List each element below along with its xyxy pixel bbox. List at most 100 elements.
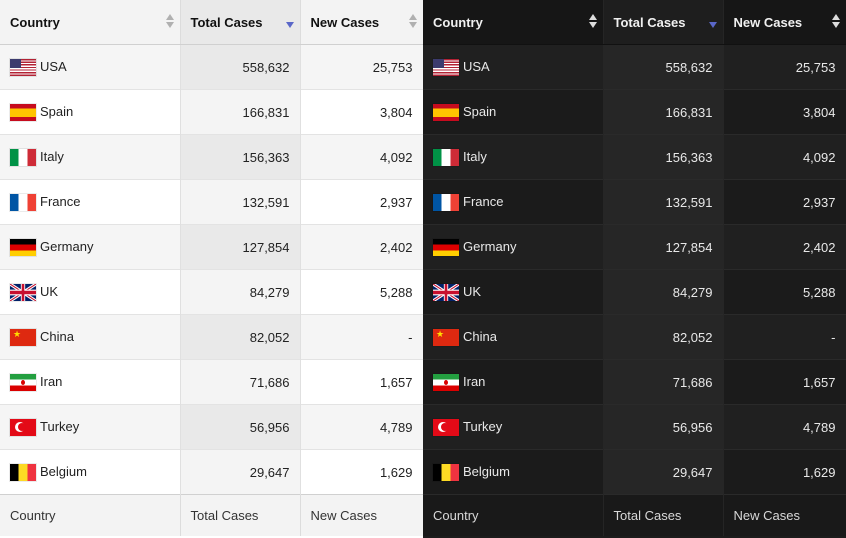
total-cases-cell: 132,591	[180, 179, 301, 225]
table-row[interactable]: Turkey 56,956 4,789	[0, 404, 424, 450]
footer-country: Country	[0, 494, 181, 536]
table-header: Country Total Cases New Cases	[0, 0, 424, 45]
country-cell: China	[0, 314, 181, 360]
new-cases-cell: 4,092	[723, 134, 846, 180]
country-cell: Spain	[423, 89, 604, 135]
table-row[interactable]: China 82,052-	[423, 314, 846, 360]
country-cell: Belgium	[0, 449, 181, 495]
total-cases-cell: 84,279	[180, 269, 301, 315]
new-cases-column-header[interactable]: New Cases	[723, 0, 846, 45]
sort-descending-icon[interactable]	[708, 14, 717, 30]
table-row[interactable]: Iran 71,686 1,657	[0, 359, 424, 405]
country-name: UK	[463, 284, 482, 300]
total-cases-cell: 558,632	[603, 44, 724, 90]
total-cases-cell: 82,052	[180, 314, 301, 360]
data-table: Country Total Cases New Cases USA 558,632…	[0, 0, 424, 536]
table-row[interactable]: Spain 166,831 3,804	[423, 89, 846, 135]
column-header-label: Country	[433, 14, 483, 30]
sort-arrows-icon[interactable]	[408, 14, 417, 30]
table-row[interactable]: UK 84,279 5,288	[423, 269, 846, 315]
country-cell: Italy	[0, 134, 181, 180]
country-name: USA	[40, 59, 67, 75]
table-footer: Country Total Cases New Cases	[423, 494, 846, 536]
table-row[interactable]: USA 558,632 25,753	[0, 44, 424, 90]
country-name: China	[463, 329, 497, 345]
country-name: UK	[40, 284, 59, 300]
country-cell: France	[423, 179, 604, 225]
total-cases-cell: 29,647	[180, 449, 301, 495]
total-cases-cell: 166,831	[603, 89, 724, 135]
country-cell: UK	[423, 269, 604, 315]
table-row[interactable]: China 82,052-	[0, 314, 424, 360]
country-name: Turkey	[463, 419, 503, 435]
country-cell: Iran	[423, 359, 604, 405]
table-row[interactable]: UK 84,279 5,288	[0, 269, 424, 315]
china-flag-icon	[10, 328, 36, 346]
sort-arrows-icon[interactable]	[165, 14, 174, 30]
new-cases-cell: 1,629	[300, 449, 424, 495]
total-cases-cell: 29,647	[603, 449, 724, 495]
belgium-flag-icon	[10, 463, 36, 481]
column-header-label: New Cases	[733, 14, 803, 30]
sort-arrows-icon[interactable]	[588, 14, 597, 30]
total-cases-cell: 156,363	[180, 134, 301, 180]
sort-arrows-icon[interactable]	[831, 14, 840, 30]
italy-flag-icon	[10, 148, 36, 166]
new-cases-cell: 2,402	[723, 224, 846, 270]
total-cases-cell: 127,854	[603, 224, 724, 270]
table-row[interactable]: Germany 127,854 2,402	[423, 224, 846, 270]
table-row[interactable]: France 132,591 2,937	[0, 179, 424, 225]
new-cases-column-header[interactable]: New Cases	[300, 0, 424, 45]
country-column-header[interactable]: Country	[423, 0, 604, 45]
country-name: Belgium	[463, 464, 510, 480]
country-cell: Turkey	[423, 404, 604, 450]
new-cases-cell: 4,789	[723, 404, 846, 450]
new-cases-cell: 1,629	[723, 449, 846, 495]
footer-new-cases: New Cases	[300, 494, 424, 536]
new-cases-cell: -	[723, 314, 846, 360]
table-row[interactable]: Turkey 56,956 4,789	[423, 404, 846, 450]
total-cases-column-header[interactable]: Total Cases	[180, 0, 301, 45]
column-header-label: Total Cases	[190, 14, 263, 30]
table-row[interactable]: Spain 166,831 3,804	[0, 89, 424, 135]
country-name: Turkey	[40, 419, 80, 435]
new-cases-cell: 1,657	[300, 359, 424, 405]
table-row[interactable]: Italy 156,363 4,092	[423, 134, 846, 180]
table-body: USA 558,632 25,753 Spain 166,831 3,804 Italy 15…	[423, 44, 846, 495]
table-row[interactable]: USA 558,632 25,753	[423, 44, 846, 90]
table-row[interactable]: Belgium 29,647 1,629	[0, 449, 424, 495]
country-column-header[interactable]: Country	[0, 0, 181, 45]
country-cell: Germany	[0, 224, 181, 270]
iran-flag-icon	[10, 373, 36, 391]
new-cases-cell: 4,789	[300, 404, 424, 450]
new-cases-cell: 5,288	[723, 269, 846, 315]
uk-flag-icon	[433, 283, 459, 301]
total-cases-column-header[interactable]: Total Cases	[603, 0, 724, 45]
country-cell: Spain	[0, 89, 181, 135]
total-cases-cell: 56,956	[180, 404, 301, 450]
germany-flag-icon	[10, 238, 36, 256]
iran-flag-icon	[433, 373, 459, 391]
uk-flag-icon	[10, 283, 36, 301]
france-flag-icon	[433, 193, 459, 211]
new-cases-cell: 1,657	[723, 359, 846, 405]
country-cell: Turkey	[0, 404, 181, 450]
spain-flag-icon	[433, 103, 459, 121]
light-theme-table-panel: Country Total Cases New Cases USA 558,632…	[0, 0, 423, 538]
country-name: France	[40, 194, 81, 210]
table-row[interactable]: Belgium 29,647 1,629	[423, 449, 846, 495]
country-cell: Iran	[0, 359, 181, 405]
sort-descending-icon[interactable]	[285, 14, 294, 30]
country-name: Spain	[40, 104, 74, 120]
table-header: Country Total Cases New Cases	[423, 0, 846, 45]
country-cell: Germany	[423, 224, 604, 270]
table-row[interactable]: Germany 127,854 2,402	[0, 224, 424, 270]
table-row[interactable]: Italy 156,363 4,092	[0, 134, 424, 180]
total-cases-cell: 84,279	[603, 269, 724, 315]
table-row[interactable]: France 132,591 2,937	[423, 179, 846, 225]
new-cases-cell: -	[300, 314, 424, 360]
table-row[interactable]: Iran 71,686 1,657	[423, 359, 846, 405]
us-flag-icon	[10, 58, 36, 76]
total-cases-cell: 127,854	[180, 224, 301, 270]
total-cases-cell: 558,632	[180, 44, 301, 90]
